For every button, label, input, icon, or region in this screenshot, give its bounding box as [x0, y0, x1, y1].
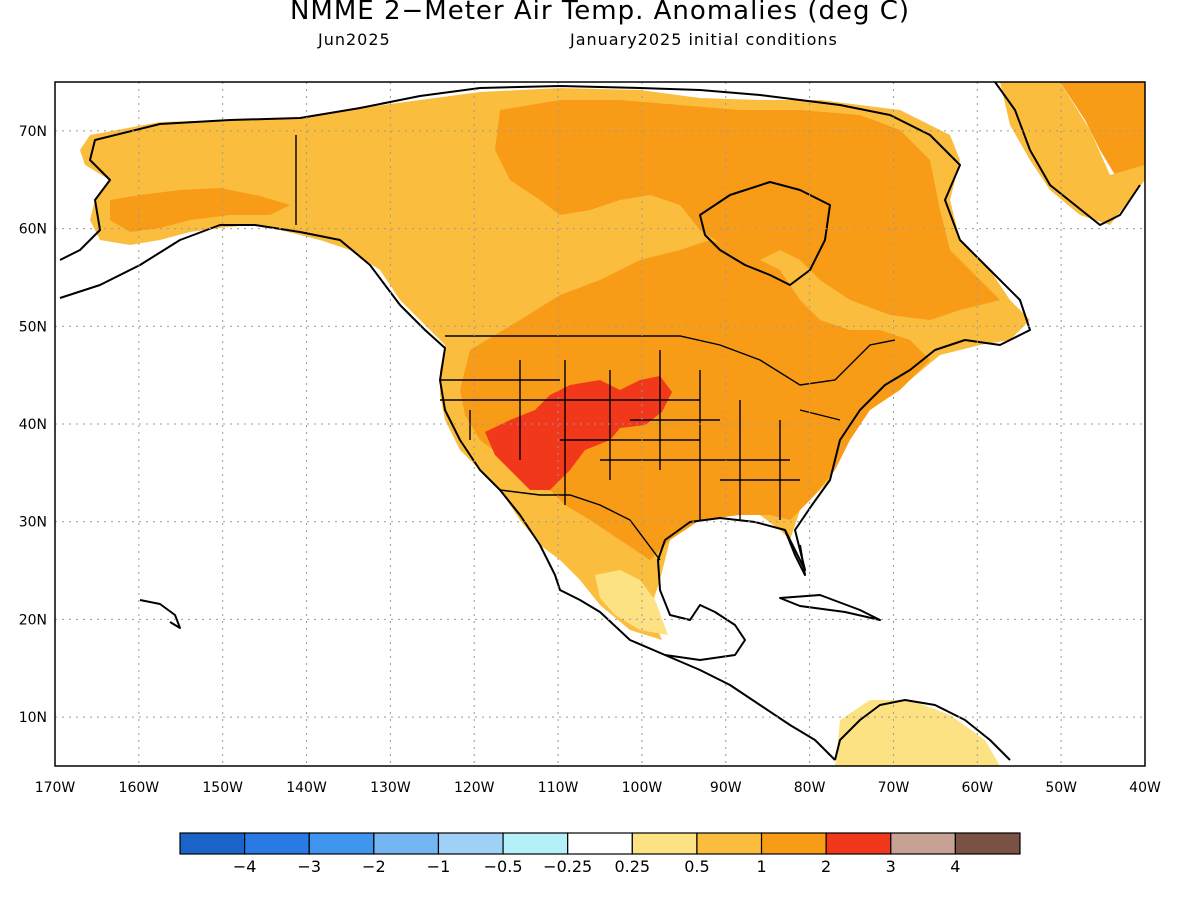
anomaly-region-light-yellow-mexico	[595, 570, 668, 635]
map-frame	[54, 81, 1146, 767]
anomaly-region-light-orange-greenland	[1000, 82, 1145, 225]
colorbar-tick-label: −4	[233, 857, 257, 876]
hudson-bay-coastline	[699, 181, 831, 286]
gulf-florida-coastline	[784, 529, 806, 576]
latitude-tick-label: 50N	[19, 319, 47, 335]
cuba-coastline	[779, 594, 881, 621]
colorbar-tick-label: 3	[886, 857, 896, 876]
colorbar-swatch	[567, 832, 633, 855]
map-title: NMME 2−Meter Air Temp. Anomalies (deg C)	[289, 0, 911, 26]
longitude-tick-label: 80W	[794, 780, 826, 796]
longitude-tick-label: 170W	[35, 780, 76, 796]
hawaii-coastline	[139, 599, 181, 629]
colorbar-swatch	[825, 832, 892, 855]
anomaly-region-orange-greenland	[1060, 82, 1145, 175]
longitude-tick-label: 100W	[622, 780, 663, 796]
colorbar-tick-label: 0.5	[684, 857, 709, 876]
central-america-coastline	[664, 654, 836, 761]
colorbar-swatch	[308, 832, 375, 855]
latitude-labels: 10N 20N 30N 40N 50N 60N 70N	[19, 124, 47, 726]
colorbar-swatch	[373, 832, 440, 855]
colorbar-tick-label: 2	[821, 857, 831, 876]
colorbar-swatch	[954, 832, 1021, 855]
colorbar-tick-label: −0.25	[543, 857, 592, 876]
colorbar-tick-label: 0.25	[614, 857, 650, 876]
longitude-tick-label: 70W	[878, 780, 910, 796]
coastlines	[59, 82, 1141, 761]
anomaly-region-orange-alaska	[110, 188, 290, 232]
us-mexico-border	[499, 489, 661, 561]
longitude-tick-label: 140W	[286, 780, 327, 796]
colorbar-tick-label: −2	[362, 857, 386, 876]
latitude-tick-label: 10N	[19, 710, 47, 726]
latitude-tick-label: 40N	[19, 417, 47, 433]
colorbar-labels: −4 −3 −2 −1 −0.5 −0.25 0.25 0.5 1 2 3 4	[233, 857, 961, 876]
colorbar-swatch	[631, 832, 698, 855]
anomaly-shading	[80, 82, 1145, 766]
forecast-month: Jun2025	[318, 30, 391, 49]
colorbar-tick-label: 1	[756, 857, 766, 876]
longitude-tick-label: 120W	[454, 780, 495, 796]
longitude-labels: 170W 160W 150W 140W 130W 120W 110W 100W 90W 80W 70…	[35, 780, 1161, 796]
longitude-tick-label: 50W	[1045, 780, 1077, 796]
graticule	[55, 82, 1145, 766]
colorbar-swatch	[437, 832, 504, 855]
colorbar-swatch	[696, 832, 763, 855]
political-boundaries	[295, 135, 896, 561]
colorbar	[179, 832, 1021, 855]
longitude-tick-label: 150W	[202, 780, 243, 796]
initial-conditions: January2025 initial conditions	[570, 30, 838, 49]
colorbar-tick-label: −3	[297, 857, 321, 876]
longitude-tick-label: 160W	[119, 780, 160, 796]
longitude-tick-label: 130W	[370, 780, 411, 796]
anomaly-region-orange-canada	[495, 100, 1000, 320]
south-america-coastline	[834, 699, 1011, 761]
longitude-tick-label: 90W	[710, 780, 742, 796]
anomaly-region-red	[485, 376, 672, 490]
colorbar-tick-label: −1	[427, 857, 451, 876]
latitude-tick-label: 20N	[19, 612, 47, 628]
state-lines	[440, 350, 841, 520]
colorbar-swatch	[244, 832, 310, 855]
colorbar-tick-label: −0.5	[484, 857, 523, 876]
colorbar-tick-label: 4	[950, 857, 960, 876]
us-canada-border	[445, 335, 896, 386]
latitude-tick-label: 30N	[19, 515, 47, 531]
colorbar-swatch	[890, 832, 956, 855]
colorbar-swatch	[760, 832, 827, 855]
colorbar-swatch	[502, 832, 569, 855]
longitude-tick-label: 110W	[538, 780, 579, 796]
latitude-tick-label: 60N	[19, 222, 47, 238]
longitude-tick-label: 40W	[1129, 780, 1161, 796]
colorbar-swatch	[179, 832, 246, 855]
anomaly-region-light-yellow-southamerica	[835, 700, 1000, 766]
greenland-coastline	[994, 82, 1141, 226]
latitude-tick-label: 70N	[19, 124, 47, 140]
longitude-tick-label: 60W	[961, 780, 993, 796]
